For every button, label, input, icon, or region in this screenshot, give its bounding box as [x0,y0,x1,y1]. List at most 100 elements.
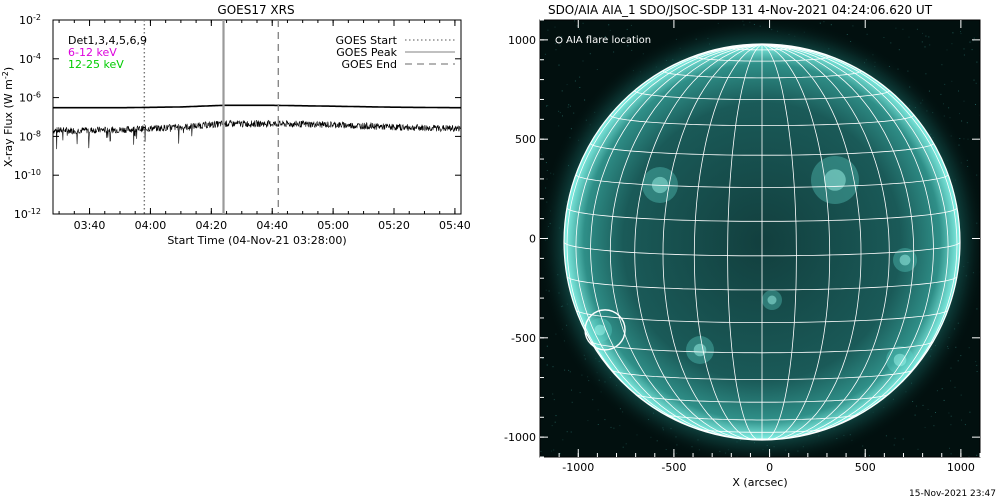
noise-speck [925,35,927,37]
noise-speck [943,399,945,401]
noise-speck [963,100,965,102]
aia-legend-symbol [555,36,563,44]
noise-speck [925,73,927,75]
active-region [893,248,917,272]
noise-speck [902,438,904,440]
noise-speck [964,424,966,426]
noise-speck [665,449,667,450]
goes-y-tick-label: 10-8 [19,129,41,144]
active-region-core [594,324,606,336]
noise-speck [546,364,548,366]
noise-speck [546,105,548,107]
grid-longitude-line [761,44,862,440]
active-region [762,290,782,310]
noise-speck [597,409,599,411]
noise-speck [959,113,960,115]
grid-longitude-line [761,44,949,440]
noise-speck [948,107,950,109]
noise-speck [868,455,870,457]
noise-speck [951,80,953,82]
noise-speck [960,355,962,357]
noise-speck [943,103,944,105]
noise-speck [973,37,975,39]
grid-longitude-line [761,44,831,440]
active-region-core [893,353,907,367]
noise-speck [862,445,864,447]
grid-longitude-line [609,44,763,440]
noise-speck [908,36,910,38]
aia-y-tick-label: 0 [529,233,536,246]
noise-speck [573,112,575,114]
grid-longitude-line [761,44,934,440]
aia-y-tick-label: -1000 [504,431,536,444]
noise-speck [547,105,549,106]
noise-speck [963,54,965,56]
noise-speck [917,448,919,450]
noise-speck [946,49,948,51]
noise-speck [540,336,542,337]
noise-speck [940,93,942,95]
goes-x-tick-label: 03:40 [74,219,106,232]
noise-speck [554,26,556,28]
noise-speck [579,87,581,88]
grid-longitude-line [590,44,763,440]
goes-legend-label: GOES End [341,58,397,71]
noise-speck [676,452,678,454]
aia-panel: SDO/AIA AIA_1 SDO/JSOC-SDP 131 4-Nov-202… [504,3,981,489]
noise-speck [961,419,962,421]
grid-longitude-line [634,44,763,440]
noise-speck [893,444,895,446]
noise-speck [894,437,896,439]
noise-speck [558,110,560,112]
goes-channel-label: 6-12 keV [68,46,117,59]
noise-speck [973,40,975,42]
goes-x-tick-label: 04:40 [256,219,288,232]
aia-x-tick-label: -1000 [562,461,594,474]
noise-speck [619,425,621,427]
noise-speck [924,46,926,48]
noise-speck [584,99,586,101]
noise-speck [948,412,950,414]
goes-legend-label: GOES Start [336,34,398,47]
goes-series [52,104,461,150]
noise-speck [819,22,821,24]
noise-speck [571,389,572,391]
noise-speck [950,415,952,417]
noise-speck [566,431,568,433]
noise-speck [971,49,973,51]
grid-longitude-line [727,44,763,440]
noise-speck [546,345,548,347]
noise-speck [613,427,615,429]
goes-y-tick-label: 10-10 [14,168,41,183]
noise-speck [604,419,606,421]
noise-speck [954,386,956,388]
noise-speck [976,61,978,63]
noise-speck [558,64,560,66]
noise-speck [949,447,950,449]
goes-x-tick-label: 04:00 [135,219,167,232]
aia-flare-marker [584,309,626,351]
noise-speck [571,401,573,403]
goes-x-axis-label: Start Time (04-Nov-21 03:28:00) [167,234,346,247]
noise-speck [951,43,953,45]
noise-speck [613,51,615,53]
noise-speck [950,453,952,455]
footer-timestamp: 15-Nov-2021 23:47 [909,489,996,499]
noise-speck [625,443,627,445]
noise-speck [930,415,932,417]
noise-speck [578,28,580,30]
noise-speck [936,390,938,392]
noise-speck [885,435,887,437]
noise-speck [960,31,961,33]
noise-speck [976,454,978,456]
noise-speck [975,361,977,363]
noise-speck [555,333,557,335]
noise-speck [592,399,594,401]
noise-speck [597,43,599,45]
goes-x-tick-label: 04:20 [195,219,227,232]
noise-speck [975,104,976,105]
aia-x-tick-label: 500 [855,461,876,474]
noise-speck [961,120,963,122]
